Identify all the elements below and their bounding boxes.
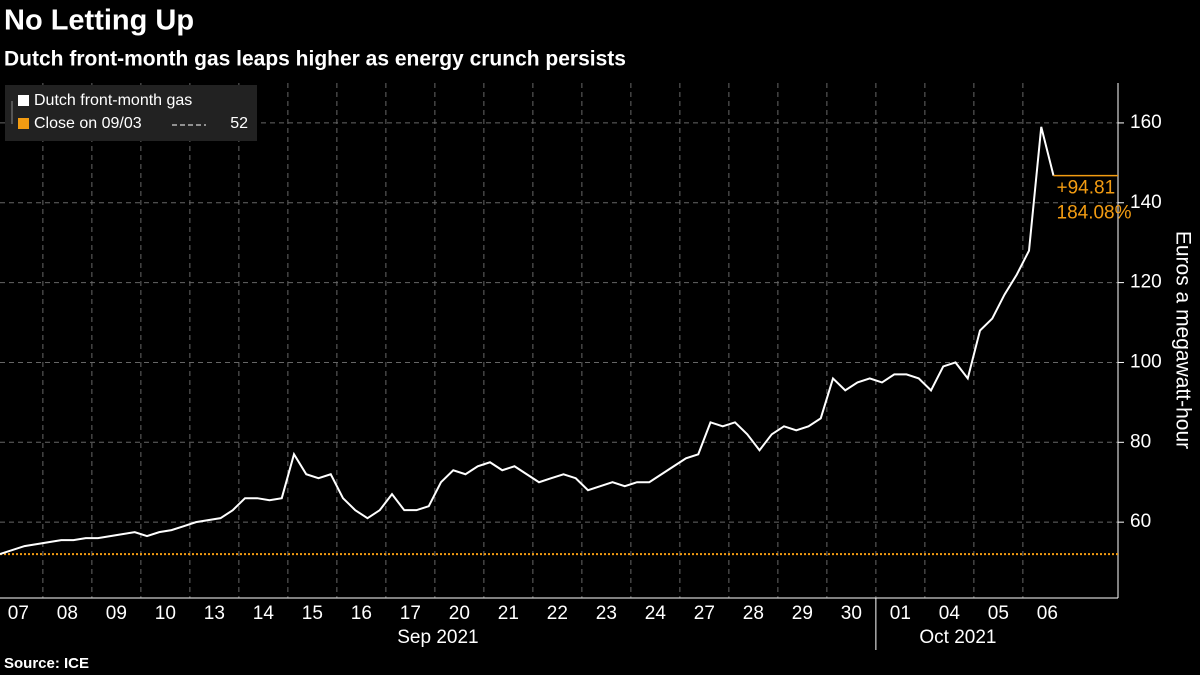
x-tick-label: 27 xyxy=(694,603,715,624)
chart-title: No Letting Up xyxy=(4,5,194,37)
y-tick-label: 100 xyxy=(1130,351,1162,372)
x-tick-label: 20 xyxy=(449,603,470,624)
chart-subtitle: Dutch front-month gas leaps higher as en… xyxy=(4,48,626,71)
x-tick-label: 23 xyxy=(596,603,617,624)
y-axis-title: Euros a megawatt-hour xyxy=(1171,231,1194,449)
legend-label: Dutch front-month gas xyxy=(34,92,192,109)
x-tick-label: 21 xyxy=(498,603,519,624)
legend-value: 52 xyxy=(230,115,248,132)
x-tick-label: 06 xyxy=(1037,603,1058,624)
x-tick-label: 14 xyxy=(253,603,275,624)
annotation: 184.08% xyxy=(1057,203,1132,224)
x-tick-label: 30 xyxy=(841,603,862,624)
annotation: +94.81 xyxy=(1057,178,1116,199)
y-tick-label: 60 xyxy=(1130,511,1151,532)
x-tick-label: 08 xyxy=(57,603,78,624)
x-tick-label: 10 xyxy=(155,603,176,624)
x-tick-label: 29 xyxy=(792,603,813,624)
x-tick-label: 01 xyxy=(890,603,911,624)
x-tick-label: 24 xyxy=(645,603,667,624)
legend-swatch xyxy=(18,118,29,129)
legend-swatch xyxy=(18,95,29,106)
line-series xyxy=(0,126,1055,556)
source: Source: ICE xyxy=(4,655,89,672)
x-tick-label: 04 xyxy=(939,603,961,624)
y-tick-label: 160 xyxy=(1130,112,1162,133)
month-label: Oct 2021 xyxy=(919,627,996,648)
x-tick-label: 07 xyxy=(8,603,29,624)
month-label: Sep 2021 xyxy=(397,627,478,648)
x-tick-label: 09 xyxy=(106,603,127,624)
x-tick-label: 15 xyxy=(302,603,323,624)
legend-box xyxy=(5,85,257,141)
y-tick-label: 140 xyxy=(1130,192,1162,213)
y-tick-label: 80 xyxy=(1130,431,1151,452)
legend-label: Close on 09/03 xyxy=(34,115,142,132)
y-tick-label: 120 xyxy=(1130,272,1162,293)
x-tick-label: 17 xyxy=(400,603,421,624)
x-tick-label: 16 xyxy=(351,603,372,624)
x-tick-label: 05 xyxy=(988,603,1009,624)
x-tick-label: 13 xyxy=(204,603,225,624)
x-tick-label: 22 xyxy=(547,603,568,624)
x-tick-label: 28 xyxy=(743,603,764,624)
